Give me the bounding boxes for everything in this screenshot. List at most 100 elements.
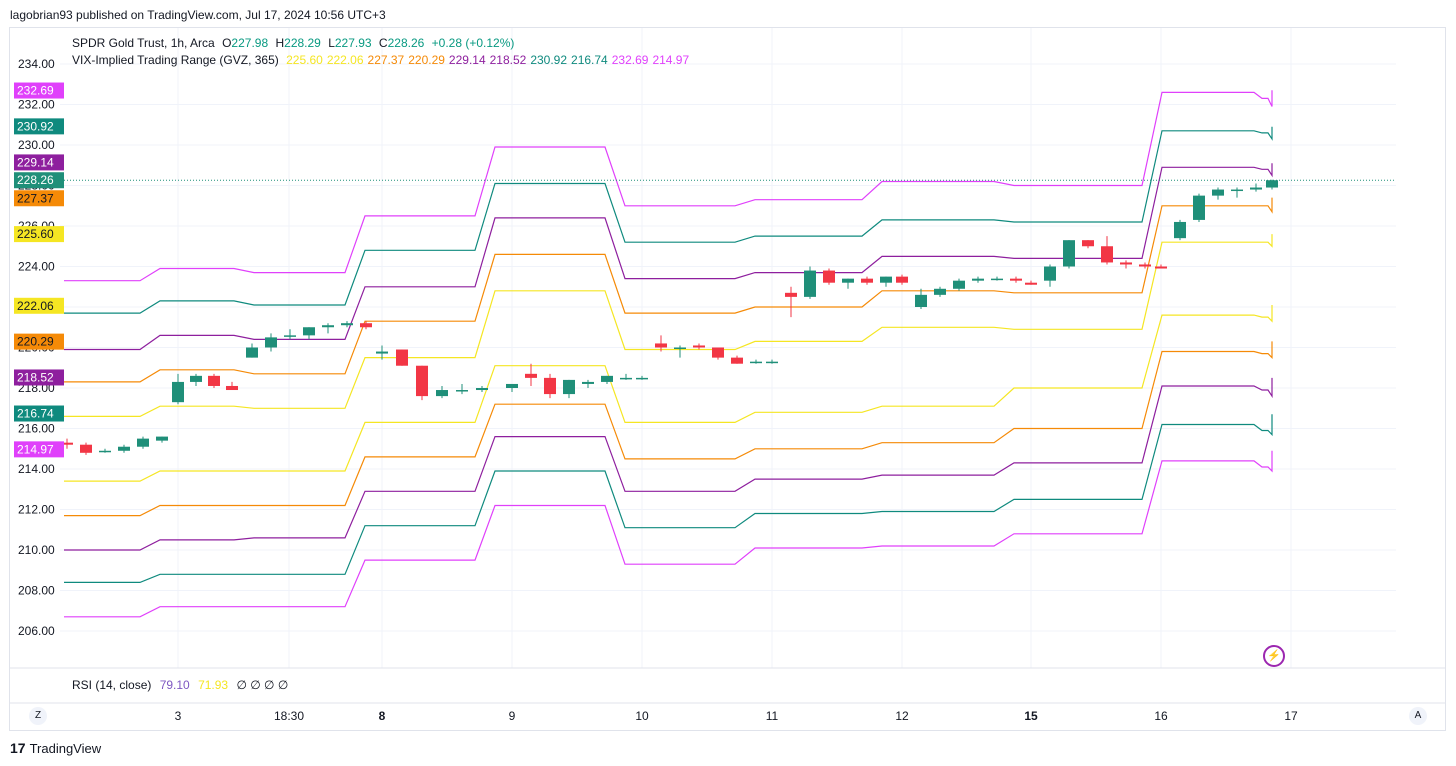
- indicator-value-6: 230.92: [530, 53, 568, 67]
- zoom-button[interactable]: Z: [29, 707, 47, 725]
- tradingview-logo-icon: 17: [10, 740, 26, 756]
- candle-body: [506, 383, 518, 388]
- lightning-icon[interactable]: ⚡: [1263, 645, 1285, 667]
- legend-low-label: L: [328, 36, 335, 50]
- price-label-text: 220.29: [17, 335, 54, 349]
- candle-body: [972, 278, 984, 281]
- candle-body: [1101, 246, 1113, 263]
- price-label-text: 227.37: [17, 191, 54, 205]
- footer: 17 TradingView: [10, 740, 101, 756]
- candle-body: [1212, 189, 1224, 196]
- legend-indicator: VIX-Implied Trading Range (GVZ, 365): [72, 53, 279, 67]
- y-tick-label: 224.00: [18, 260, 55, 274]
- price-label-box: [14, 154, 64, 171]
- legend-open-value: 227.98: [231, 36, 269, 50]
- candle-body: [376, 351, 388, 354]
- price-label-text: 218.52: [17, 370, 54, 384]
- footer-brand: TradingView: [29, 740, 102, 756]
- price-label-box: [14, 118, 64, 135]
- publish-header: lagobrian93 published on TradingView.com…: [10, 8, 386, 22]
- band-upper-0: [64, 197, 1273, 383]
- candle-body: [396, 349, 408, 366]
- x-tick-label: 17: [1284, 709, 1298, 723]
- legend-change: +0.28 (+0.12%): [431, 36, 515, 50]
- x-tick-label: 16: [1154, 709, 1168, 723]
- y-tick-label: 234.00: [18, 57, 55, 71]
- y-tick-label: 208.00: [18, 584, 55, 598]
- price-label-box: [14, 172, 64, 189]
- candle-body: [785, 292, 797, 297]
- rsi-value-1: 79.10: [159, 678, 190, 692]
- grid-lines: [10, 28, 1446, 704]
- indicator-value-0: 225.60: [286, 53, 323, 67]
- x-tick-label: 8: [379, 709, 386, 723]
- candle-body: [156, 436, 168, 441]
- candle-body: [636, 377, 648, 380]
- candle-body: [226, 385, 238, 391]
- price-label-box: [14, 405, 64, 422]
- rsi-legend: RSI (14, close) 79.10 71.93 ∅ ∅ ∅ ∅: [72, 678, 288, 692]
- candle-body: [896, 276, 908, 283]
- candle-body: [991, 278, 1003, 281]
- auto-scale-button[interactable]: A: [1409, 707, 1427, 725]
- y-tick-label: 212.00: [18, 503, 55, 517]
- candle-body: [1082, 240, 1094, 247]
- candle-body: [322, 325, 334, 328]
- legend-high-label: H: [275, 36, 285, 50]
- indicator-value-8: 232.69: [611, 53, 649, 67]
- price-label-text: 222.06: [17, 299, 54, 313]
- candle-body: [303, 327, 315, 336]
- x-tick-label: 18:30: [274, 709, 304, 723]
- band-upper-3: [64, 90, 1273, 282]
- candle-body: [1231, 189, 1243, 192]
- candle-body: [1250, 187, 1262, 190]
- indicator-value-3: 220.29: [408, 53, 445, 67]
- indicator-value-2: 227.37: [367, 53, 405, 67]
- legend-close: C228.26: [379, 36, 428, 50]
- band-lower-1: [64, 377, 1273, 551]
- candle-body: [284, 335, 296, 337]
- price-label-text: 228.26: [17, 173, 54, 187]
- candle-body: [246, 347, 258, 358]
- indicator-value-5: 218.52: [489, 53, 527, 67]
- candle-body: [525, 373, 537, 378]
- rsi-value-2: 71.93: [198, 678, 229, 692]
- price-label-box: [14, 297, 64, 314]
- candle-body: [208, 375, 220, 386]
- candle-body: [1120, 262, 1132, 265]
- candle-body: [1010, 278, 1022, 281]
- y-tick-label: 230.00: [18, 138, 55, 152]
- y-tick-label: 214.00: [18, 462, 55, 476]
- candle-body: [766, 361, 778, 364]
- candle-body: [712, 347, 724, 358]
- candle-body: [265, 337, 277, 348]
- candle-body: [1025, 282, 1037, 285]
- indicator-value-4: 229.14: [448, 53, 486, 67]
- candle-body: [99, 450, 111, 453]
- indicator-value-9: 214.97: [652, 53, 690, 67]
- price-labels: 232.69 230.92 229.14 228.26 227.37 225.60 222.…: [14, 82, 64, 458]
- y-tick-label: 210.00: [18, 543, 55, 557]
- indicator-value-7: 216.74: [571, 53, 608, 67]
- legend-indicator-row: VIX-Implied Trading Range (GVZ, 365) 225…: [72, 53, 697, 67]
- candle-body: [137, 438, 149, 447]
- x-tick-label: 10: [635, 709, 649, 723]
- candle-body: [341, 323, 353, 326]
- legend-high: H228.29: [275, 36, 324, 50]
- price-label-text: 225.60: [17, 227, 54, 241]
- legend-open-label: O: [222, 36, 232, 50]
- candle-body: [953, 280, 965, 289]
- candle-body: [1266, 180, 1278, 186]
- candle-body: [1155, 266, 1167, 269]
- price-label-box: [14, 369, 64, 386]
- y-tick-label: 232.00: [18, 98, 55, 112]
- legend-open: O227.98: [222, 36, 271, 50]
- band-upper-2: [64, 126, 1273, 314]
- candle-body: [80, 444, 92, 453]
- candle-body: [674, 347, 686, 349]
- candle-body: [436, 390, 448, 397]
- candle-body: [190, 375, 202, 382]
- band-lower-2: [64, 414, 1273, 583]
- band-mid-down: [64, 305, 1273, 482]
